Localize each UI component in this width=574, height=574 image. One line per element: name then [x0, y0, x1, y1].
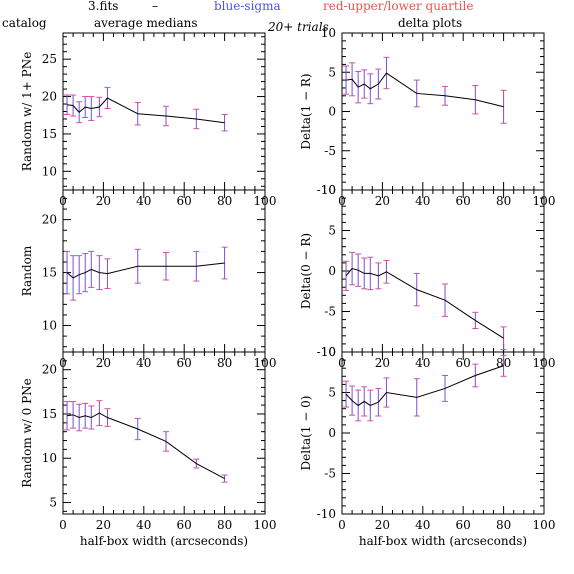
y-tick-label: 0 — [328, 264, 336, 278]
x-tick-label: 40 — [136, 356, 151, 370]
y-tick-label: 20 — [42, 363, 57, 377]
x-tick-label: 60 — [177, 356, 192, 370]
x-tick-label: 60 — [177, 518, 192, 532]
plot-frame — [62, 189, 266, 353]
series-line — [66, 262, 225, 279]
series-line — [345, 72, 504, 108]
plot-data — [343, 251, 507, 351]
series-line — [345, 268, 504, 339]
y-tick-label: -10 — [317, 507, 336, 521]
x-tick-label: 0 — [338, 518, 346, 532]
x-tick-label: 80 — [496, 518, 511, 532]
x-tick-label: 20 — [96, 356, 111, 370]
y-axis-label: Delta(0 − R) — [299, 233, 313, 309]
x-tick-label: 60 — [456, 194, 471, 208]
y-axis-label: Delta(1 − 0) — [299, 396, 313, 471]
x-axis-label: half-box width (arcseconds) — [80, 534, 248, 548]
y-tick-label: 5 — [49, 495, 57, 509]
x-axis-label: half-box width (arcseconds) — [359, 534, 527, 548]
plot-data — [64, 246, 228, 301]
series-line — [66, 412, 225, 480]
y-tick-label: 15 — [42, 407, 57, 421]
x-tick-label: 40 — [415, 356, 430, 370]
y-tick-label: 10 — [321, 26, 336, 40]
x-tick-label: 80 — [496, 194, 511, 208]
plot-frame — [341, 189, 545, 353]
y-axis-label: Random — [20, 245, 34, 296]
header-delta-plots: delta plots — [398, 16, 462, 30]
y-tick-label: 20 — [42, 213, 57, 227]
plot-data — [343, 354, 507, 422]
y-tick-label: 5 — [328, 224, 336, 238]
header-file: 3.fits — [88, 0, 118, 13]
y-tick-label: 25 — [42, 52, 57, 66]
x-tick-label: 80 — [217, 194, 232, 208]
plot-data — [64, 400, 228, 483]
y-tick-label: 15 — [42, 266, 57, 280]
x-tick-label: 60 — [456, 518, 471, 532]
header-trials: 20+ trials — [267, 20, 329, 34]
x-tick-label: 40 — [415, 518, 430, 532]
x-tick-label: 40 — [415, 194, 430, 208]
x-tick-label: 20 — [96, 194, 111, 208]
series-line — [66, 97, 225, 124]
x-tick-label: 100 — [533, 518, 556, 532]
y-tick-label: 5 — [328, 65, 336, 79]
plot-data — [64, 87, 228, 132]
x-tick-label: 60 — [456, 356, 471, 370]
header-catalog: catalog — [2, 16, 47, 30]
y-tick-label: 5 — [328, 386, 336, 400]
plot-frame — [62, 351, 266, 515]
panel-6: 0 20 40 60 80 100 -10 -5 0 5 10 Delta(1 − 0) half-bo… — [299, 345, 555, 548]
x-tick-label: 60 — [177, 194, 192, 208]
x-tick-label: 0 — [59, 518, 67, 532]
x-tick-label: 20 — [375, 194, 390, 208]
x-tick-label: 20 — [375, 518, 390, 532]
x-tick-label: 20 — [375, 356, 390, 370]
y-axis-label: Random w/ 1+ PNe — [20, 52, 34, 172]
y-tick-label: 10 — [321, 183, 336, 197]
y-tick-label: 10 — [321, 345, 336, 359]
y-tick-label: 10 — [42, 451, 57, 465]
header-red-quartile: red-upper/lower quartile — [323, 0, 473, 13]
y-axis-label: Random w/ 0 PNe — [20, 378, 34, 488]
header-average-medians: average medians — [94, 16, 198, 30]
header-dash: – — [152, 0, 158, 13]
x-tick-label: 80 — [217, 518, 232, 532]
series-line — [345, 365, 504, 407]
panel-5: 0 20 40 60 80 100 5 10 15 20 Random w/ 0 PNe half-b… — [20, 351, 277, 548]
y-tick-label: 0 — [328, 105, 336, 119]
plot-frame — [341, 351, 545, 515]
y-tick-label: -5 — [324, 467, 336, 481]
y-axis-label: Delta(1 − R) — [299, 73, 313, 149]
x-tick-label: 80 — [217, 356, 232, 370]
x-tick-label: 40 — [136, 194, 151, 208]
header-blue-sigma: blue-sigma — [214, 0, 281, 13]
plot-frame — [62, 32, 266, 191]
y-tick-label: -10 — [317, 345, 336, 359]
plot-data — [343, 56, 507, 124]
x-tick-label: 100 — [254, 518, 277, 532]
y-tick-label: -5 — [324, 305, 336, 319]
y-tick-label: -5 — [324, 144, 336, 158]
plot-frame — [341, 32, 545, 191]
y-tick-label: -10 — [317, 183, 336, 197]
y-tick-label: 0 — [328, 426, 336, 440]
x-tick-label: 20 — [96, 518, 111, 532]
x-tick-label: 40 — [136, 518, 151, 532]
y-tick-label: 20 — [42, 90, 57, 104]
y-tick-label: 15 — [42, 127, 57, 141]
y-tick-label: 10 — [42, 164, 57, 178]
y-tick-label: 10 — [42, 319, 57, 333]
